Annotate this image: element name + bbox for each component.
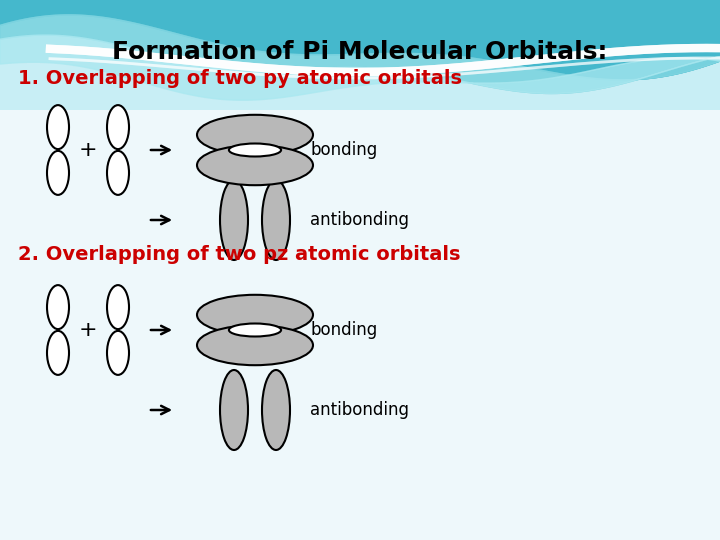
- Ellipse shape: [229, 323, 281, 336]
- Ellipse shape: [197, 295, 313, 335]
- Ellipse shape: [220, 370, 248, 450]
- Text: bonding: bonding: [310, 321, 377, 339]
- Text: +: +: [78, 140, 97, 160]
- Ellipse shape: [47, 285, 69, 329]
- Ellipse shape: [262, 180, 290, 260]
- Ellipse shape: [107, 151, 129, 195]
- Ellipse shape: [107, 105, 129, 149]
- Ellipse shape: [197, 325, 313, 365]
- Bar: [0, 0, 720, 110]
- Ellipse shape: [47, 105, 69, 149]
- Ellipse shape: [197, 145, 313, 185]
- Ellipse shape: [197, 115, 313, 155]
- Ellipse shape: [220, 180, 248, 260]
- Text: antibonding: antibonding: [310, 401, 409, 419]
- Ellipse shape: [262, 370, 290, 450]
- Text: antibonding: antibonding: [310, 211, 409, 229]
- Ellipse shape: [107, 285, 129, 329]
- Ellipse shape: [47, 331, 69, 375]
- Text: bonding: bonding: [310, 141, 377, 159]
- Ellipse shape: [47, 151, 69, 195]
- Bar: [0, 0, 720, 110]
- Text: 2. Overlapping of two pz atomic orbitals: 2. Overlapping of two pz atomic orbitals: [18, 246, 461, 265]
- Ellipse shape: [229, 144, 281, 157]
- Text: +: +: [78, 320, 97, 340]
- Text: Formation of Pi Molecular Orbitals:: Formation of Pi Molecular Orbitals:: [112, 40, 608, 64]
- Ellipse shape: [107, 331, 129, 375]
- Text: 1. Overlapping of two py atomic orbitals: 1. Overlapping of two py atomic orbitals: [18, 69, 462, 87]
